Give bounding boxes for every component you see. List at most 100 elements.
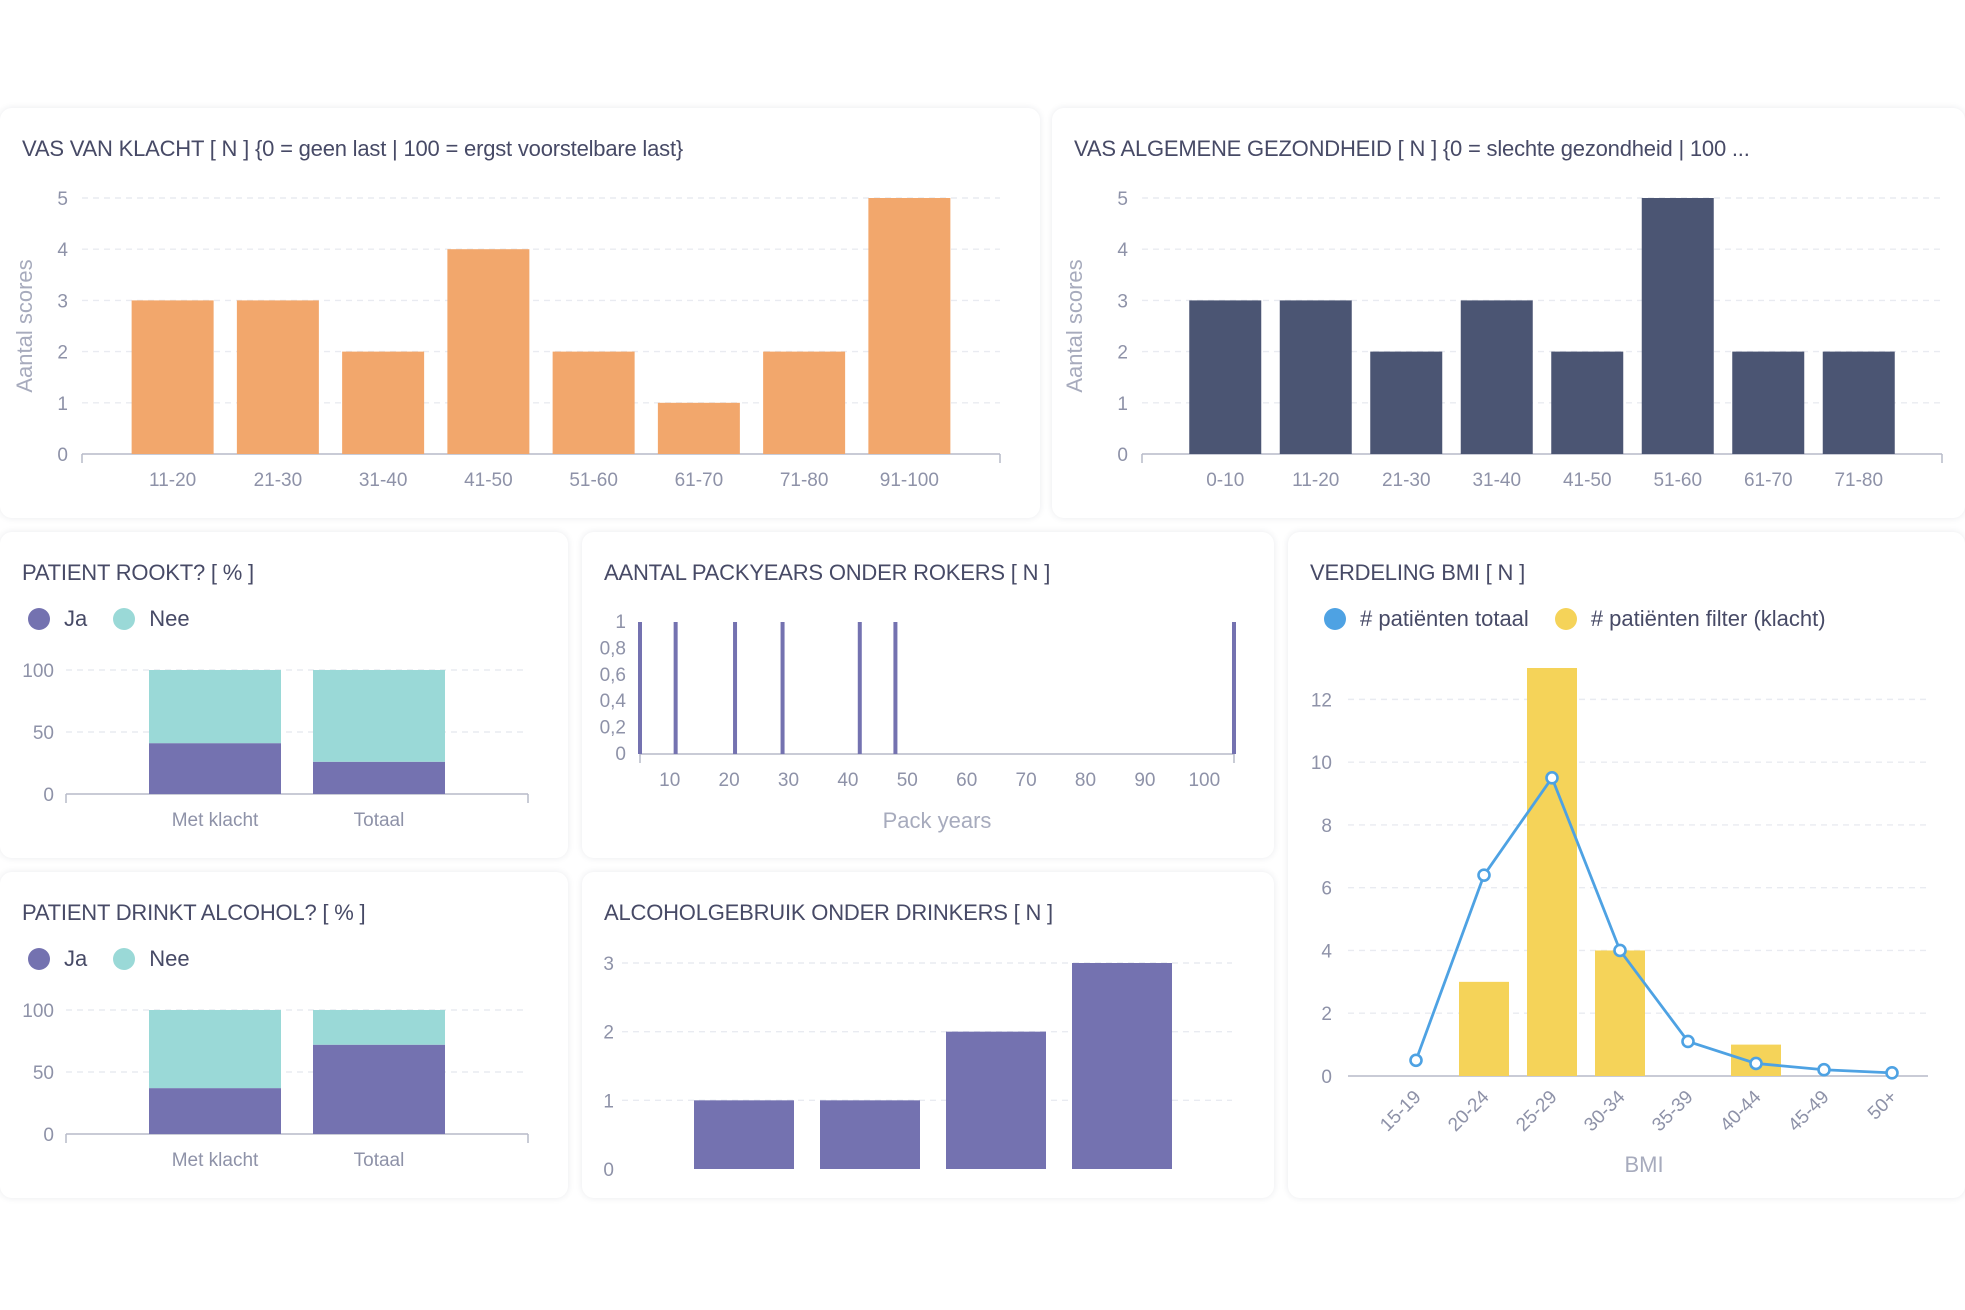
x-tick-label: 30-34 bbox=[1580, 1086, 1630, 1136]
x-tick-label: 60 bbox=[956, 770, 977, 791]
packyears-card: AANTAL PACKYEARS ONDER ROKERS [ N ] 0 0,2… bbox=[582, 532, 1274, 858]
bar-segment bbox=[313, 1010, 445, 1045]
legend-item-ja[interactable]: Ja bbox=[28, 606, 87, 632]
bar bbox=[1822, 351, 1895, 454]
y-tick-label: 0 bbox=[1117, 445, 1128, 466]
legend-label: # patiënten filter (klacht) bbox=[1590, 606, 1826, 631]
legend-item-ja[interactable]: Ja bbox=[28, 946, 87, 972]
bar-segment bbox=[313, 1044, 445, 1134]
bar bbox=[447, 249, 530, 454]
line-point bbox=[1681, 1034, 1695, 1049]
x-tick-label: 25-29 bbox=[1512, 1087, 1561, 1136]
x-tick-label: 20-24 bbox=[1444, 1086, 1494, 1136]
legend-dot-icon bbox=[1554, 608, 1577, 630]
bar bbox=[857, 622, 862, 754]
y-tick-label: 0,2 bbox=[600, 718, 626, 739]
bar bbox=[946, 1031, 1046, 1169]
bar bbox=[1279, 300, 1352, 454]
x-tick-label: 61-70 bbox=[1744, 470, 1793, 491]
y-tick-label: 4 bbox=[1321, 941, 1332, 962]
y-tick-label: 100 bbox=[22, 1001, 54, 1022]
x-tick-label: 20 bbox=[719, 770, 740, 791]
alcoholgebruik-card: ALCOHOLGEBRUIK ONDER DRINKERS [ N ] 0 1 2 3 bbox=[582, 872, 1274, 1198]
y-tick-label: 2 bbox=[603, 1023, 614, 1044]
x-tick-label: 51-60 bbox=[1653, 470, 1702, 491]
legend-label: Ja bbox=[64, 606, 88, 631]
x-tick-label: 71-80 bbox=[1834, 470, 1883, 491]
y-tick-label: 1 bbox=[57, 394, 68, 415]
bar bbox=[1527, 668, 1577, 1076]
x-tick-label: 50 bbox=[897, 770, 918, 791]
legend-dot-icon bbox=[113, 948, 136, 970]
bar bbox=[342, 351, 425, 454]
bar bbox=[868, 198, 951, 454]
alcohol-chart: 0 50 100 Met klacht Totaal bbox=[22, 1001, 529, 1171]
legend: Ja Nee bbox=[28, 606, 216, 632]
x-tick-label: 30 bbox=[778, 770, 799, 791]
card-title: PATIENT DRINKT ALCOHOL? [ % ] bbox=[22, 900, 366, 925]
x-tick-label: 41-50 bbox=[1563, 470, 1612, 491]
x-tick-label: Totaal bbox=[354, 810, 405, 831]
bar bbox=[1459, 981, 1509, 1076]
legend-dot-icon bbox=[113, 608, 136, 630]
y-tick-label: 3 bbox=[1117, 291, 1128, 312]
y-tick-label: 10 bbox=[1311, 753, 1332, 774]
x-tick-label: 21-30 bbox=[254, 470, 303, 491]
vas-klacht-card: VAS VAN KLACHT [ N ] {0 = geen last | 10… bbox=[0, 108, 1040, 518]
legend-item-totaal[interactable]: # patiënten totaal bbox=[1324, 606, 1529, 632]
y-tick-label: 4 bbox=[57, 240, 68, 261]
y-tick-label: 5 bbox=[57, 189, 68, 210]
y-tick-label: 1 bbox=[1117, 394, 1128, 415]
x-tick-label: 40-44 bbox=[1716, 1086, 1766, 1136]
alcoholgebruik-chart: 0 1 2 3 bbox=[603, 954, 1232, 1181]
alcohol-card: PATIENT DRINKT ALCOHOL? [ % ] Ja Nee 0 50… bbox=[0, 872, 568, 1198]
x-axis-label: Pack years bbox=[883, 808, 992, 833]
card-title: VAS ALGEMENE GEZONDHEID [ N ] {0 = slech… bbox=[1074, 136, 1750, 161]
y-tick-label: 50 bbox=[33, 723, 54, 744]
x-tick-label: 10 bbox=[659, 770, 680, 791]
line-point bbox=[1885, 1066, 1899, 1080]
x-tick-label: 80 bbox=[1075, 770, 1096, 791]
x-tick-label: 70 bbox=[1016, 770, 1037, 791]
line-point bbox=[1817, 1062, 1831, 1077]
rookt-card: PATIENT ROOKT? [ % ] Ja Nee 0 50 100 Met kl… bbox=[0, 532, 568, 858]
bar bbox=[131, 300, 214, 454]
legend-dot-icon bbox=[1324, 608, 1346, 630]
x-tick-label: Met klacht bbox=[172, 810, 259, 831]
y-tick-label: 3 bbox=[57, 291, 68, 312]
y-tick-label: 0,8 bbox=[600, 638, 626, 659]
x-tick-label: 0-10 bbox=[1206, 470, 1244, 491]
bar bbox=[1551, 351, 1624, 454]
bar bbox=[893, 622, 898, 754]
x-tick-label: 100 bbox=[1188, 770, 1220, 791]
bar bbox=[1732, 351, 1805, 454]
y-tick-label: 6 bbox=[1321, 879, 1332, 900]
x-axis-label: BMI bbox=[1624, 1152, 1663, 1177]
y-tick-label: 3 bbox=[603, 954, 614, 975]
rookt-chart: 0 50 100 Met klacht Totaal bbox=[22, 661, 529, 831]
legend-item-nee[interactable]: Nee bbox=[113, 606, 190, 632]
bar bbox=[1370, 351, 1443, 454]
bar bbox=[1232, 622, 1236, 754]
legend-item-nee[interactable]: Nee bbox=[113, 946, 190, 972]
bar bbox=[1072, 963, 1172, 1169]
bar-segment bbox=[149, 670, 281, 744]
bar bbox=[763, 351, 846, 454]
legend-item-filter[interactable]: # patiënten filter (klacht) bbox=[1554, 606, 1826, 632]
card-title: ALCOHOLGEBRUIK ONDER DRINKERS [ N ] bbox=[604, 900, 1053, 925]
y-tick-label: 0,6 bbox=[600, 665, 626, 686]
x-tick-label: 45-49 bbox=[1784, 1087, 1833, 1136]
x-tick-label: 41-50 bbox=[464, 470, 513, 491]
line-point bbox=[1477, 868, 1491, 882]
bar bbox=[820, 1100, 920, 1169]
y-tick-label: 4 bbox=[1117, 240, 1128, 261]
x-tick-label: 50+ bbox=[1864, 1087, 1902, 1125]
card-title: VERDELING BMI [ N ] bbox=[1310, 560, 1526, 585]
bar bbox=[1189, 300, 1262, 454]
y-tick-label: 50 bbox=[33, 1063, 54, 1084]
legend-dot-icon bbox=[28, 948, 50, 970]
y-tick-label: 5 bbox=[1117, 189, 1128, 210]
line-point bbox=[1545, 771, 1559, 785]
legend-dot-icon bbox=[28, 608, 50, 630]
y-tick-label: 0 bbox=[1321, 1067, 1332, 1088]
